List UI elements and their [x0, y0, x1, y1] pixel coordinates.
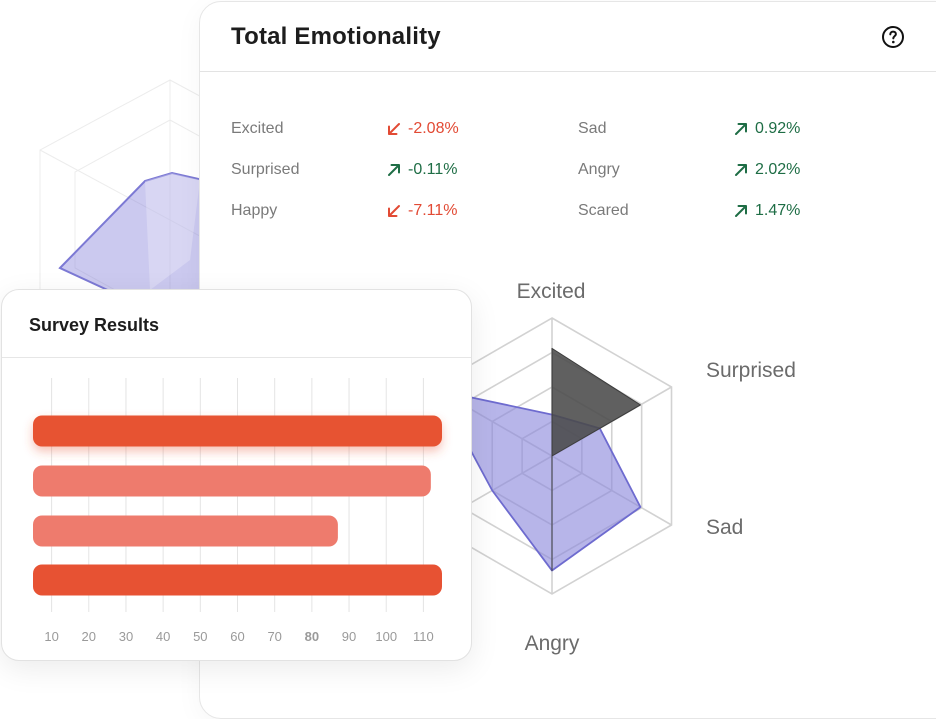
stat-value: 2.02%: [755, 161, 801, 178]
background-radar-graphic: [39, 79, 301, 361]
card-header: Total Emotionality: [200, 2, 936, 72]
survey-bar-chart: 10 20 30 40 50 60 70 80 90 100 110: [33, 378, 442, 644]
x-tick-label: 20: [82, 629, 96, 644]
x-tick-label: 10: [44, 629, 58, 644]
x-tick-label: 60: [230, 629, 244, 644]
survey-header: Survey Results: [2, 290, 471, 358]
stat-label: Scared: [578, 202, 629, 219]
survey-title: Survey Results: [29, 315, 160, 335]
survey-bar: [33, 465, 431, 497]
arrow-down-left-icon: [388, 123, 400, 135]
arrow-down-left-icon: [388, 205, 400, 217]
survey-bar: [33, 564, 442, 596]
survey-ticks: 10 20 30 40 50 60 70 80 90 100 110: [44, 629, 433, 644]
stat-value: -2.08%: [408, 120, 459, 137]
stat-value: -7.11%: [408, 202, 458, 219]
x-tick-label: 50: [193, 629, 207, 644]
survey-bars: [33, 415, 442, 596]
arrow-up-right-icon: [735, 123, 747, 135]
help-circle-icon[interactable]: [881, 25, 905, 49]
stat-label: Excited: [231, 120, 284, 137]
card-title: Total Emotionality: [231, 23, 441, 50]
x-tick-label: 30: [119, 629, 133, 644]
stat-label: Angry: [578, 161, 620, 178]
survey-bar: [33, 515, 338, 547]
arrow-up-right-icon: [735, 164, 747, 176]
arrow-up-right-icon: [735, 205, 747, 217]
survey-bar: [33, 415, 442, 447]
x-tick-label: 100: [375, 629, 397, 644]
stat-label: Surprised: [231, 161, 300, 178]
arrow-up-right-icon: [388, 164, 400, 176]
stat-label: Sad: [578, 120, 607, 137]
x-tick-label: 80: [305, 629, 319, 644]
x-tick-label: 90: [342, 629, 356, 644]
stat-label: Happy: [231, 202, 278, 219]
stat-value: 0.92%: [755, 120, 801, 137]
x-tick-label: 40: [156, 629, 170, 644]
stat-value: 1.47%: [755, 202, 801, 219]
survey-results-card: Survey Results 10 20 30 40 50 60 70 80 90 100 110: [1, 289, 472, 661]
x-tick-label: 110: [413, 629, 434, 644]
stat-value: -0.11%: [408, 161, 458, 178]
x-tick-label: 70: [267, 629, 281, 644]
